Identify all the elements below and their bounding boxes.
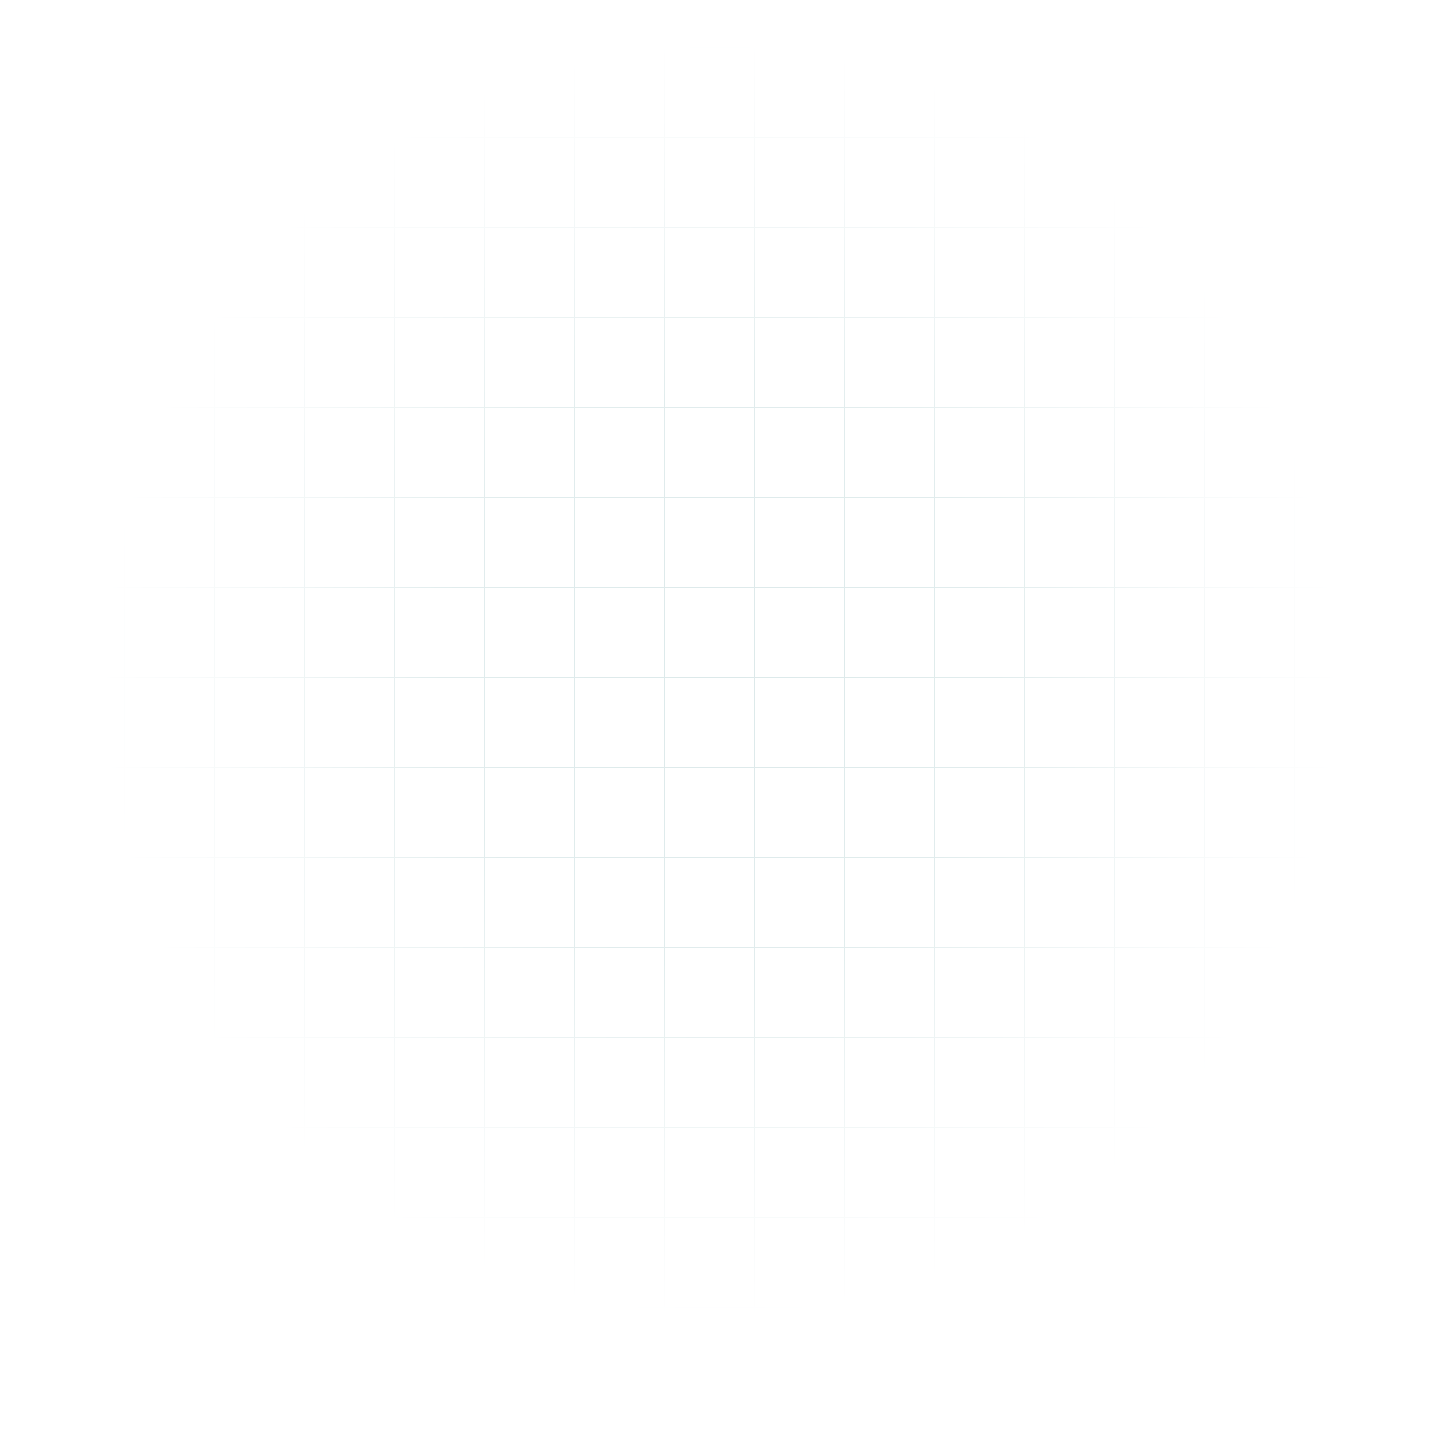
body [0,0,1440,1440]
background-grid [0,0,1440,1440]
page: Grid background {} html, body { margin: … [0,0,1440,1440]
